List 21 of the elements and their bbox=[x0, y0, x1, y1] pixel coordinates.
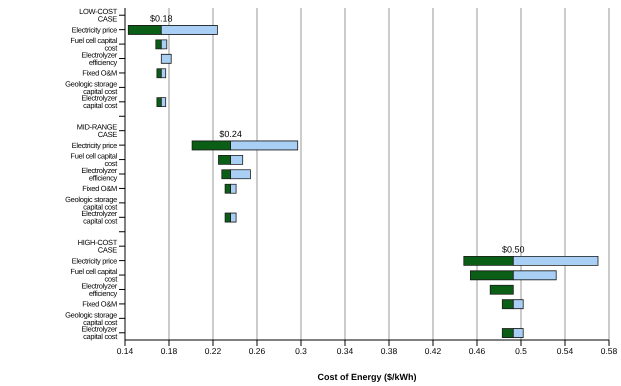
x-tick-label: 0.58 bbox=[600, 346, 618, 356]
bar bbox=[160, 97, 166, 108]
x-tick-label: 0.14 bbox=[116, 346, 134, 356]
x-tick-label: 0.3 bbox=[295, 346, 308, 356]
bar bbox=[160, 54, 172, 64]
bar bbox=[490, 284, 514, 295]
x-tick-label: 0.22 bbox=[204, 346, 222, 356]
x-tick-label: 0.18 bbox=[160, 346, 178, 356]
bar bbox=[160, 68, 166, 78]
annotation: $0.24 bbox=[219, 129, 242, 140]
x-tick-label: 0.38 bbox=[380, 346, 398, 356]
x-tick-label: 0.42 bbox=[424, 346, 442, 356]
x-tick-label: 0.46 bbox=[468, 346, 486, 356]
x-tick-label: 0.34 bbox=[336, 346, 354, 356]
annotation: $0.50 bbox=[502, 244, 525, 255]
x-axis-title: Cost of Energy ($/kWh) bbox=[317, 372, 417, 382]
bar bbox=[156, 97, 162, 108]
x-tick-label: 0.5 bbox=[515, 346, 528, 356]
x-tick-label: 0.54 bbox=[556, 346, 574, 356]
annotation: $0.18 bbox=[150, 14, 173, 24]
x-tick-label: 0.26 bbox=[248, 346, 266, 356]
